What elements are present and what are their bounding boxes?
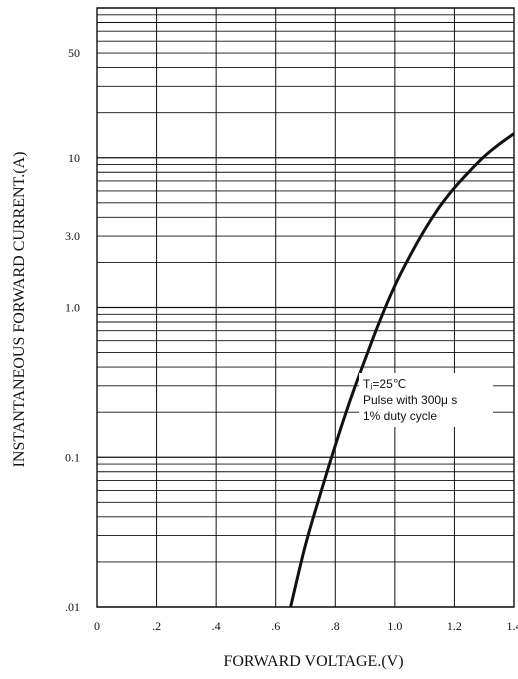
y-tick-label: 1.0	[65, 301, 80, 315]
x-axis-label: FORWARD VOLTAGE.(V)	[223, 653, 403, 670]
x-tick-label: 1.0	[387, 619, 402, 633]
x-tick-label: .4	[212, 619, 221, 633]
annotation-background	[359, 373, 493, 427]
series-layer	[289, 132, 515, 608]
x-tick-label: 0	[94, 619, 100, 633]
y-tick-label: .01	[65, 600, 80, 614]
series-line	[289, 132, 515, 608]
y-axis-label: INSTANTANEOUS FORWARD CURRENT.(A)	[11, 152, 28, 468]
annotation-line-pulse: Pulse with 300μ s	[363, 393, 457, 407]
y-tick-label: 50	[68, 46, 80, 60]
annotation-box: Tⱼ=25℃ Pulse with 300μ s 1% duty cycle	[359, 373, 493, 427]
x-tick-label: .2	[152, 619, 161, 633]
y-tick-label: 10	[68, 151, 80, 165]
y-tick-label: 0.1	[65, 450, 80, 464]
x-tick-label: .6	[271, 619, 280, 633]
x-tick-label: .8	[331, 619, 340, 633]
grid	[96, 7, 515, 608]
annotation-line-duty: 1% duty cycle	[363, 409, 437, 423]
y-tick-label: 3.0	[65, 229, 80, 243]
plot-frame	[96, 7, 515, 608]
x-tick-label: 1.4	[507, 619, 518, 633]
annotation-line-temperature: Tⱼ=25℃	[363, 377, 406, 391]
tick-labels: 0 .2 .4 .6 .8 1.0 1.2 1.4 .01 0.1 1.0 3.0 10 50	[65, 46, 518, 633]
x-tick-label: 1.2	[447, 619, 462, 633]
